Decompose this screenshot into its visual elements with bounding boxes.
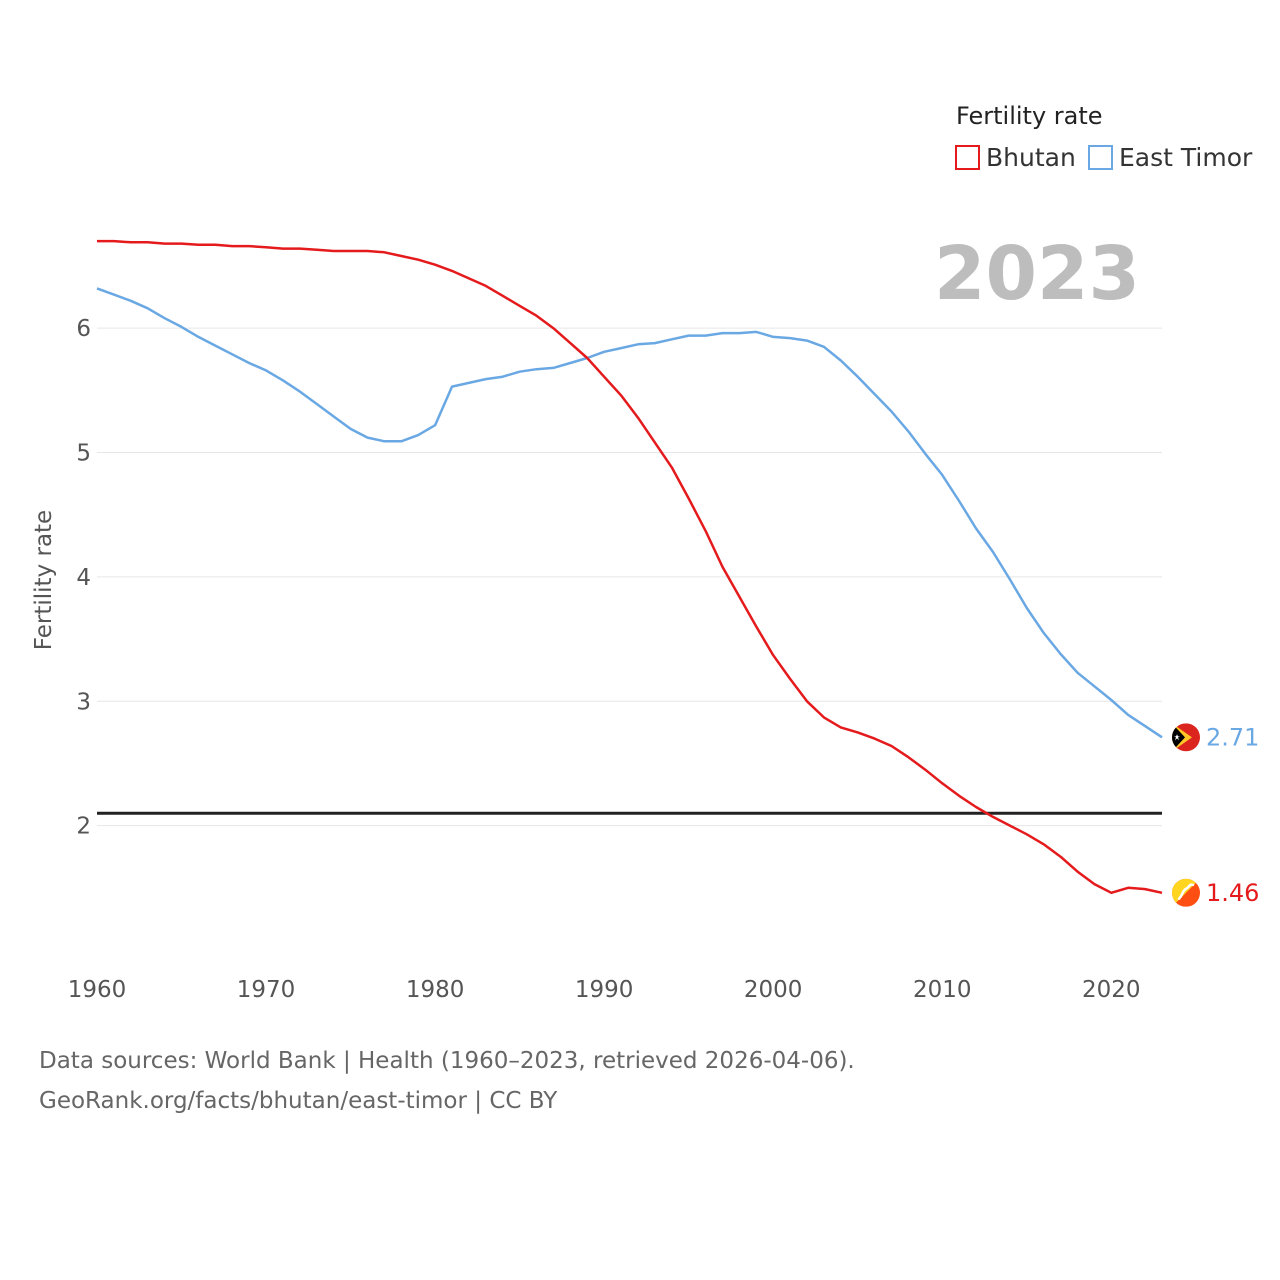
y-tick-label: 2 (76, 814, 91, 840)
legend-label-east-timor: East Timor (1119, 143, 1253, 172)
y-axis-ticks: 2 3 4 5 6 (76, 316, 91, 839)
y-tick-label: 5 (76, 441, 91, 467)
source-link[interactable]: GeoRank.org/facts/bhutan/east-timor | CC… (39, 1088, 558, 1114)
x-tick-label: 1980 (406, 977, 465, 1003)
legend: Fertility rate Bhutan East Timor (955, 102, 1253, 172)
year-label: 2023 (934, 231, 1140, 317)
east-timor-flag-icon (1172, 723, 1200, 752)
bhutan-flag-icon (1172, 878, 1200, 907)
x-tick-label: 2020 (1082, 977, 1141, 1003)
series-line-east-timor (96, 287, 1163, 739)
x-tick-label: 2000 (744, 977, 803, 1003)
series-line-bhutan (97, 239, 1163, 895)
x-tick-label: 2010 (913, 977, 972, 1003)
y-tick-label: 6 (76, 316, 91, 342)
x-tick-label: 1970 (237, 977, 296, 1003)
x-tick-label: 1990 (575, 977, 634, 1003)
y-tick-label: 3 (76, 689, 91, 715)
end-value-label-east-timor: 2.71 (1206, 723, 1259, 751)
source-line-1: Data sources: World Bank | Health (1960–… (39, 1048, 855, 1074)
y-tick-label: 4 (76, 565, 91, 591)
x-tick-label: 1960 (68, 977, 127, 1003)
grid (97, 327, 1162, 827)
end-value-label-bhutan: 1.46 (1206, 879, 1259, 907)
x-axis-ticks: 1960 1970 1980 1990 2000 2010 2020 (68, 977, 1141, 1003)
legend-item-east-timor[interactable]: East Timor (1088, 143, 1253, 172)
y-axis-title: Fertility rate (31, 510, 57, 650)
legend-swatch-east-timor (1088, 145, 1113, 170)
legend-label-bhutan: Bhutan (986, 143, 1076, 172)
legend-title: Fertility rate (956, 102, 1103, 130)
legend-swatch-bhutan (955, 145, 980, 170)
legend-item-bhutan[interactable]: Bhutan (955, 143, 1076, 172)
